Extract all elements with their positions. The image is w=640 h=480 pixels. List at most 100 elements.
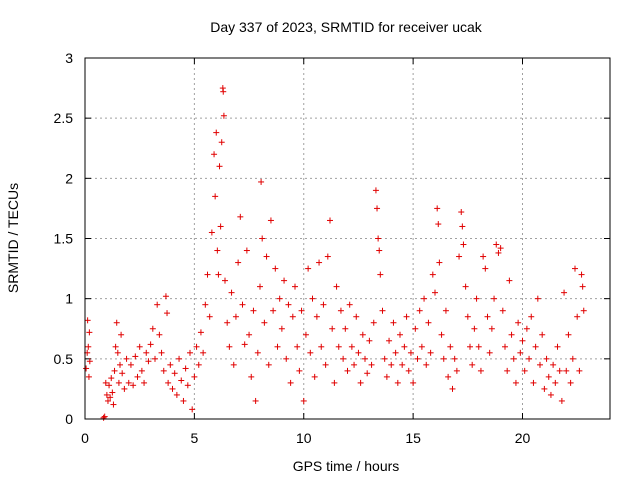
data-point bbox=[574, 313, 581, 320]
data-point bbox=[123, 355, 130, 362]
data-point bbox=[216, 163, 223, 170]
data-point bbox=[169, 385, 176, 392]
data-point bbox=[383, 373, 390, 380]
data-point bbox=[302, 331, 309, 338]
data-point bbox=[517, 349, 524, 356]
data-point bbox=[423, 361, 430, 368]
data-point bbox=[217, 223, 224, 230]
data-point bbox=[261, 319, 268, 326]
data-point bbox=[519, 337, 526, 344]
data-point bbox=[152, 355, 158, 362]
data-point bbox=[471, 325, 478, 332]
data-point bbox=[115, 379, 122, 386]
data-point bbox=[147, 341, 154, 348]
data-point bbox=[318, 343, 325, 350]
data-point bbox=[372, 187, 379, 194]
data-point bbox=[567, 379, 574, 386]
data-point bbox=[252, 397, 259, 404]
data-point bbox=[392, 349, 399, 356]
data-point bbox=[362, 355, 368, 362]
data-point bbox=[399, 361, 406, 368]
data-point bbox=[283, 355, 290, 362]
data-point bbox=[307, 349, 314, 356]
data-point bbox=[311, 373, 318, 380]
data-point bbox=[388, 361, 395, 368]
data-point bbox=[289, 313, 296, 320]
data-point bbox=[438, 331, 445, 338]
data-point bbox=[572, 265, 578, 272]
grid-lines bbox=[85, 58, 610, 419]
data-point bbox=[335, 343, 342, 350]
data-point bbox=[125, 379, 132, 386]
data-point bbox=[547, 391, 554, 398]
data-point bbox=[316, 259, 323, 266]
data-point bbox=[442, 307, 449, 314]
data-point bbox=[104, 397, 111, 404]
data-point bbox=[374, 205, 381, 212]
data-point bbox=[313, 313, 320, 320]
data-point bbox=[294, 343, 301, 350]
data-point bbox=[220, 88, 227, 95]
data-point bbox=[154, 301, 161, 308]
data-point bbox=[164, 310, 171, 317]
data-point bbox=[543, 355, 550, 362]
data-point bbox=[193, 343, 200, 350]
data-point bbox=[477, 367, 484, 374]
data-point bbox=[486, 349, 493, 356]
data-point bbox=[246, 331, 253, 338]
data-point bbox=[250, 307, 257, 314]
data-point bbox=[554, 343, 561, 350]
data-point bbox=[214, 247, 221, 254]
data-point bbox=[550, 361, 557, 368]
data-point bbox=[213, 129, 220, 136]
data-point bbox=[309, 295, 316, 302]
data-point bbox=[257, 283, 263, 290]
data-point bbox=[130, 382, 137, 389]
data-point bbox=[526, 355, 533, 362]
data-point bbox=[421, 295, 428, 302]
data-point bbox=[109, 389, 116, 396]
x-tick-label: 5 bbox=[190, 430, 198, 446]
data-point bbox=[285, 301, 292, 308]
data-point bbox=[528, 313, 535, 320]
data-point bbox=[162, 293, 169, 300]
data-point bbox=[200, 349, 207, 356]
data-point bbox=[276, 295, 283, 302]
data-point bbox=[447, 343, 454, 350]
data-point bbox=[127, 361, 134, 368]
data-point bbox=[508, 331, 515, 338]
data-point bbox=[182, 365, 189, 372]
data-point bbox=[480, 253, 487, 260]
data-point bbox=[484, 313, 491, 320]
data-point bbox=[344, 367, 351, 374]
data-point bbox=[462, 283, 469, 290]
data-point bbox=[176, 355, 183, 362]
data-point bbox=[458, 209, 465, 216]
data-point bbox=[499, 307, 506, 314]
data-point bbox=[427, 349, 434, 356]
data-point bbox=[502, 343, 508, 350]
data-point bbox=[248, 373, 255, 380]
y-tick-label: 0.5 bbox=[54, 351, 74, 367]
data-point bbox=[556, 367, 563, 374]
data-point bbox=[397, 331, 403, 338]
y-tick-label: 3 bbox=[65, 50, 73, 66]
y-tick-label: 2 bbox=[65, 170, 73, 186]
x-tick-label: 0 bbox=[81, 430, 89, 446]
data-point bbox=[189, 406, 196, 413]
data-point bbox=[552, 379, 559, 386]
data-point bbox=[141, 379, 148, 386]
data-point bbox=[156, 331, 163, 338]
data-point bbox=[171, 370, 178, 377]
data-point bbox=[165, 379, 172, 386]
data-point bbox=[228, 289, 235, 296]
data-point bbox=[515, 319, 522, 326]
data-point bbox=[346, 301, 353, 308]
data-point bbox=[224, 319, 231, 326]
data-point bbox=[243, 247, 250, 254]
data-point bbox=[467, 343, 473, 350]
data-point bbox=[418, 343, 425, 350]
data-point bbox=[158, 349, 165, 356]
data-point bbox=[337, 307, 344, 314]
data-point bbox=[235, 259, 242, 266]
